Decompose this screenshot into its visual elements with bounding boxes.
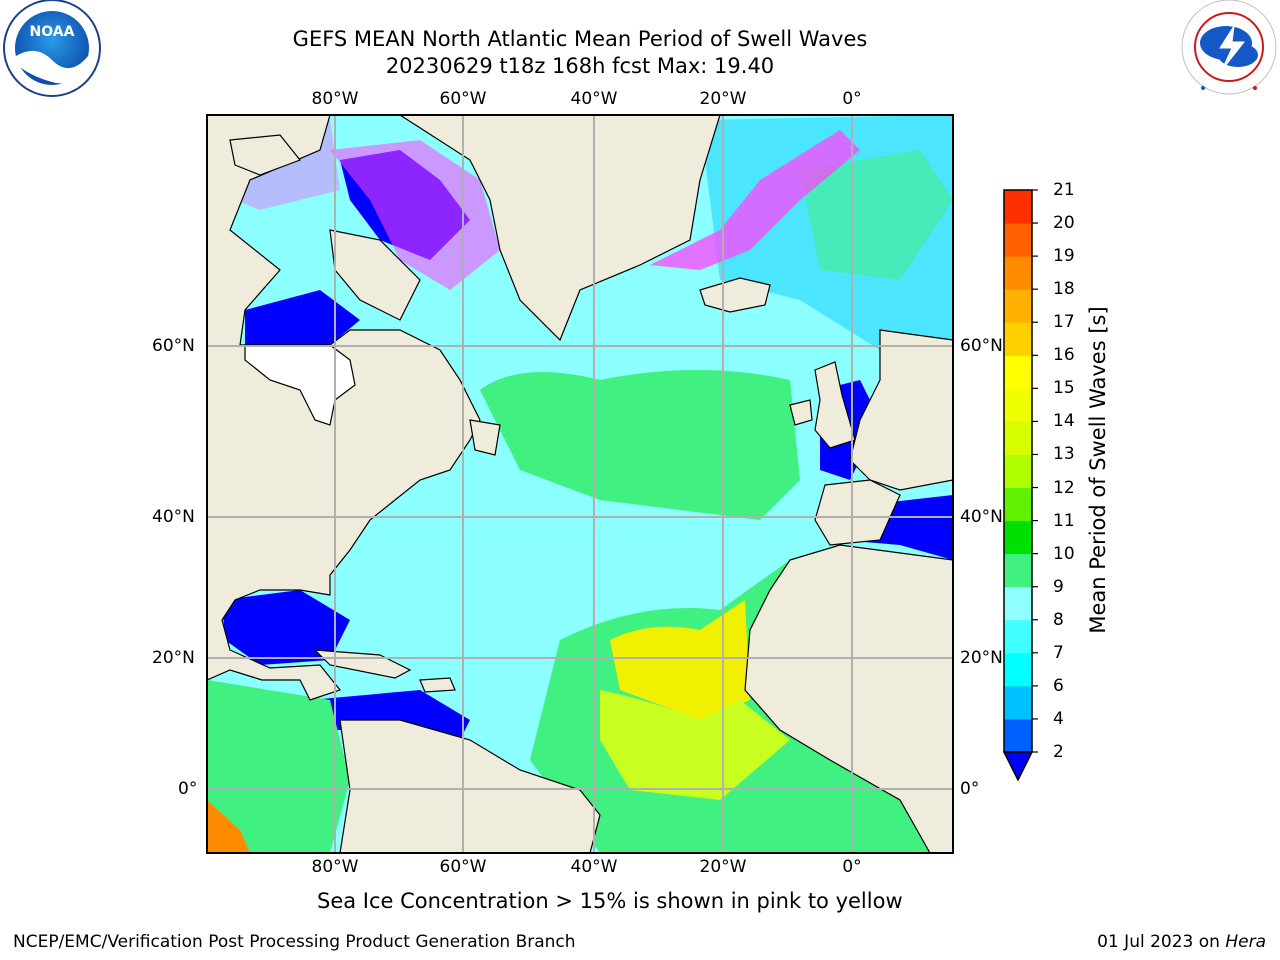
lon-tick-top-80w: 80°W bbox=[311, 89, 359, 109]
land-masses bbox=[207, 115, 953, 853]
colorbar-tick-label: 11 bbox=[1053, 510, 1075, 531]
ocean-zone-short-hudson bbox=[245, 290, 360, 345]
colorbar-segment bbox=[1004, 289, 1032, 323]
land-hispaniola bbox=[419, 677, 456, 693]
ocean-zone-yellowgreen bbox=[600, 690, 790, 800]
colorbar-tick-label: 2 bbox=[1053, 742, 1064, 762]
ocean-zone-green-patch bbox=[800, 150, 953, 280]
colorbar-segment bbox=[1004, 454, 1032, 489]
colorbar-segment bbox=[1004, 421, 1032, 455]
colorbar-tick-label: 6 bbox=[1053, 675, 1064, 696]
ocean-zone-pacific-orange bbox=[207, 800, 250, 853]
colorbar-tick-label: 10 bbox=[1053, 543, 1075, 564]
colorbar-tick-label: 12 bbox=[1053, 477, 1075, 498]
land-ireland bbox=[789, 399, 813, 426]
colorbar-segment bbox=[1004, 652, 1032, 687]
colorbar-tick-label: 19 bbox=[1053, 246, 1075, 267]
sea-ice-greenland-east bbox=[650, 130, 860, 270]
footer-credit: NCEP/EMC/Verification Post Processing Pr… bbox=[13, 932, 576, 952]
lat-tick-left-0: 0° bbox=[178, 779, 198, 799]
land-arctic-islands bbox=[229, 134, 301, 176]
lat-tick-left-60n: 60°N bbox=[152, 336, 195, 356]
colorbar-tick-label: 4 bbox=[1053, 708, 1064, 729]
lon-tick-bottom-40w: 40°W bbox=[570, 857, 618, 877]
footer-host: Hera bbox=[1225, 932, 1266, 952]
lon-tick-top-40w: 40°W bbox=[570, 89, 618, 109]
ocean-zone-pacific bbox=[207, 680, 350, 853]
colorbar-under-arrow bbox=[1002, 751, 1034, 782]
colorbar-tick-label: 15 bbox=[1053, 378, 1075, 399]
map bbox=[206, 114, 954, 854]
colorbar-segment bbox=[1004, 619, 1032, 654]
footer-date: 01 Jul 2023 on Hera bbox=[1097, 932, 1266, 952]
lon-tick-top-20w: 20°W bbox=[699, 89, 747, 109]
footer-date-text: 01 Jul 2023 on bbox=[1097, 932, 1226, 952]
colorbar-segment bbox=[1004, 586, 1032, 621]
chart-title: GEFS MEAN North Atlantic Mean Period of … bbox=[292, 27, 868, 51]
lon-tick-bottom-80w: 80°W bbox=[311, 857, 359, 877]
lat-tick-right-40n: 40°N bbox=[960, 507, 1003, 527]
colorbar-segment bbox=[1004, 256, 1032, 290]
colorbar-tick-label: 8 bbox=[1053, 609, 1064, 630]
nws-logo bbox=[1181, 0, 1277, 95]
colorbar-segment bbox=[1004, 520, 1032, 555]
colorbar-tick-label: 7 bbox=[1053, 642, 1064, 663]
lon-tick-bottom-60w: 60°W bbox=[439, 857, 487, 877]
colorbar-tick-label: 13 bbox=[1053, 444, 1075, 465]
sea-ice-note: Sea Ice Concentration > 15% is shown in … bbox=[317, 889, 903, 913]
noaa-logo: NOAA bbox=[3, 0, 101, 97]
colorbar-outline bbox=[1003, 189, 1033, 753]
colorbar-segment bbox=[1004, 223, 1032, 257]
lat-tick-left-20n: 20°N bbox=[152, 648, 195, 668]
map-graticule bbox=[207, 115, 953, 853]
lat-tick-right-20n: 20°N bbox=[960, 648, 1003, 668]
colorbar-segment bbox=[1004, 190, 1032, 224]
colorbar-segment bbox=[1004, 553, 1032, 588]
lat-tick-right-0: 0° bbox=[960, 779, 980, 799]
land-south-america bbox=[339, 719, 601, 853]
land-greenland bbox=[398, 115, 721, 342]
colorbar-segment bbox=[1004, 355, 1032, 389]
colorbar-segment bbox=[1004, 322, 1032, 356]
chart-subtitle: 20230629 t18z 168h fcst Max: 19.40 bbox=[385, 54, 775, 78]
colorbar-segment bbox=[1004, 718, 1032, 753]
colorbar bbox=[1002, 189, 1038, 782]
noaa-logo-text: NOAA bbox=[30, 24, 75, 40]
colorbar-title: Mean Period of Swell Waves [s] bbox=[1086, 306, 1110, 634]
ocean-zone-green-north bbox=[480, 370, 800, 520]
land-iceland bbox=[699, 277, 771, 313]
sea-ice-baffin bbox=[330, 140, 500, 290]
colorbar-segment bbox=[1004, 685, 1032, 720]
colorbar-tick-label: 20 bbox=[1053, 213, 1075, 234]
ocean-zone-short-gulf bbox=[222, 590, 350, 665]
lon-tick-bottom-20w: 20°W bbox=[699, 857, 747, 877]
colorbar-tick-label: 9 bbox=[1053, 576, 1064, 597]
colorbar-tick-label: 17 bbox=[1053, 312, 1075, 333]
lon-tick-top-0: 0° bbox=[842, 89, 862, 109]
land-africa bbox=[744, 544, 953, 853]
colorbar-tick-label: 21 bbox=[1053, 180, 1075, 200]
land-newfoundland bbox=[469, 419, 501, 456]
lon-tick-top-60w: 60°W bbox=[439, 89, 487, 109]
land-iberia bbox=[814, 479, 901, 546]
lat-tick-left-40n: 40°N bbox=[152, 507, 195, 527]
colorbar-tick-label: 14 bbox=[1053, 411, 1075, 432]
colorbar-segment bbox=[1004, 487, 1032, 522]
ocean-zone-yellow bbox=[610, 600, 750, 720]
colorbar-segment bbox=[1004, 388, 1032, 422]
map-frame bbox=[206, 114, 954, 854]
lat-tick-right-60n: 60°N bbox=[960, 336, 1003, 356]
hudson-bay-no-data bbox=[244, 344, 356, 426]
land-great-britain bbox=[814, 361, 856, 449]
lon-tick-bottom-0: 0° bbox=[842, 857, 862, 877]
colorbar-tick-label: 18 bbox=[1053, 279, 1075, 300]
colorbar-tick-label: 16 bbox=[1053, 345, 1075, 366]
